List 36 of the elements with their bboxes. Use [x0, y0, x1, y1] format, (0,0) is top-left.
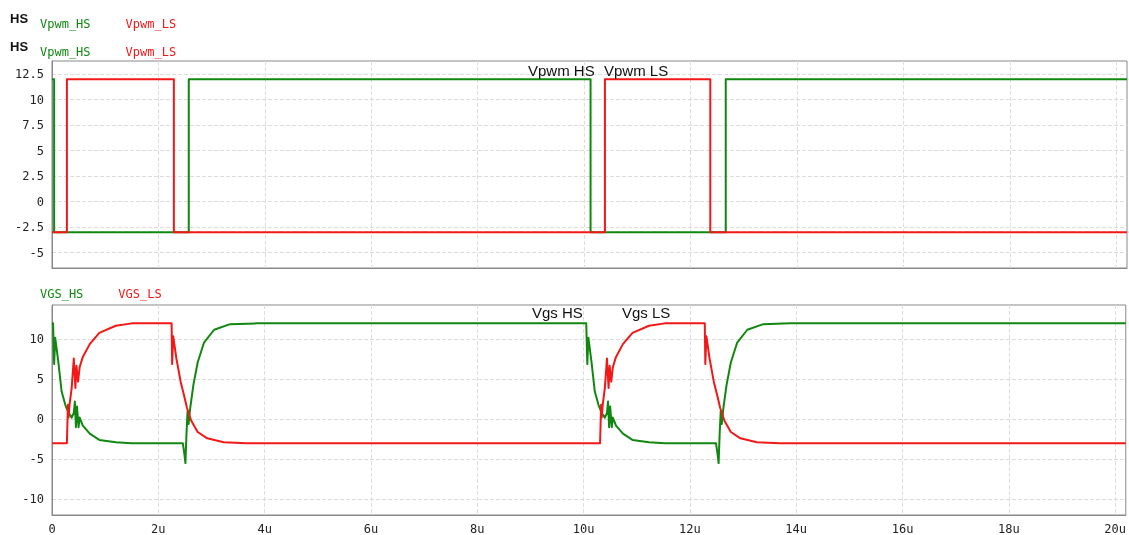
- y-tick-label: 0: [36, 194, 44, 209]
- series-label: VGS_LS: [118, 287, 162, 301]
- x-tick-label: 4u: [257, 522, 272, 535]
- y-tick-label: 12.5: [15, 67, 44, 82]
- x-tick-label: 0: [48, 522, 56, 535]
- annotation: Vgs LS: [622, 304, 671, 321]
- text: Vpwm_HS: [40, 17, 91, 31]
- text: HS: [10, 39, 29, 54]
- y-tick-label: -5: [29, 245, 44, 260]
- y-tick-label: 10: [29, 92, 44, 107]
- annotation: Vpwm HS: [528, 62, 595, 79]
- y-tick-label: 5: [36, 143, 44, 158]
- x-tick-label: 6u: [363, 522, 379, 535]
- x-tick-label: 8u: [470, 522, 485, 535]
- text: HS: [10, 11, 29, 26]
- x-tick-label: 12u: [679, 522, 701, 535]
- x-tick-label: 2u: [151, 522, 166, 535]
- x-tick-label: 16u: [891, 522, 914, 535]
- series-label: Vpwm_LS: [125, 45, 177, 59]
- annotation: Vpwm LS: [604, 62, 669, 79]
- y-tick-label: 5: [36, 372, 44, 387]
- text: VGS_HS: [40, 287, 84, 301]
- y-tick-label: 7.5: [22, 118, 44, 133]
- x-tick-label: 18u: [998, 522, 1020, 535]
- x-tick-label: 20u: [1104, 522, 1127, 535]
- y-tick-label: 10: [29, 332, 44, 347]
- y-tick-label: 2.5: [22, 169, 44, 184]
- text: Vpwm_LS: [125, 17, 177, 31]
- y-tick-label: -5: [29, 452, 44, 467]
- annotation: Vgs HS: [532, 304, 583, 321]
- y-tick-label: 0: [36, 412, 44, 427]
- y-tick-label: -10: [22, 492, 44, 507]
- series-label: Vpwm_HS: [40, 45, 91, 59]
- x-tick-label: 14u: [785, 522, 808, 535]
- x-tick-label: 10u: [572, 522, 595, 535]
- y-tick-label: -2.5: [15, 220, 44, 235]
